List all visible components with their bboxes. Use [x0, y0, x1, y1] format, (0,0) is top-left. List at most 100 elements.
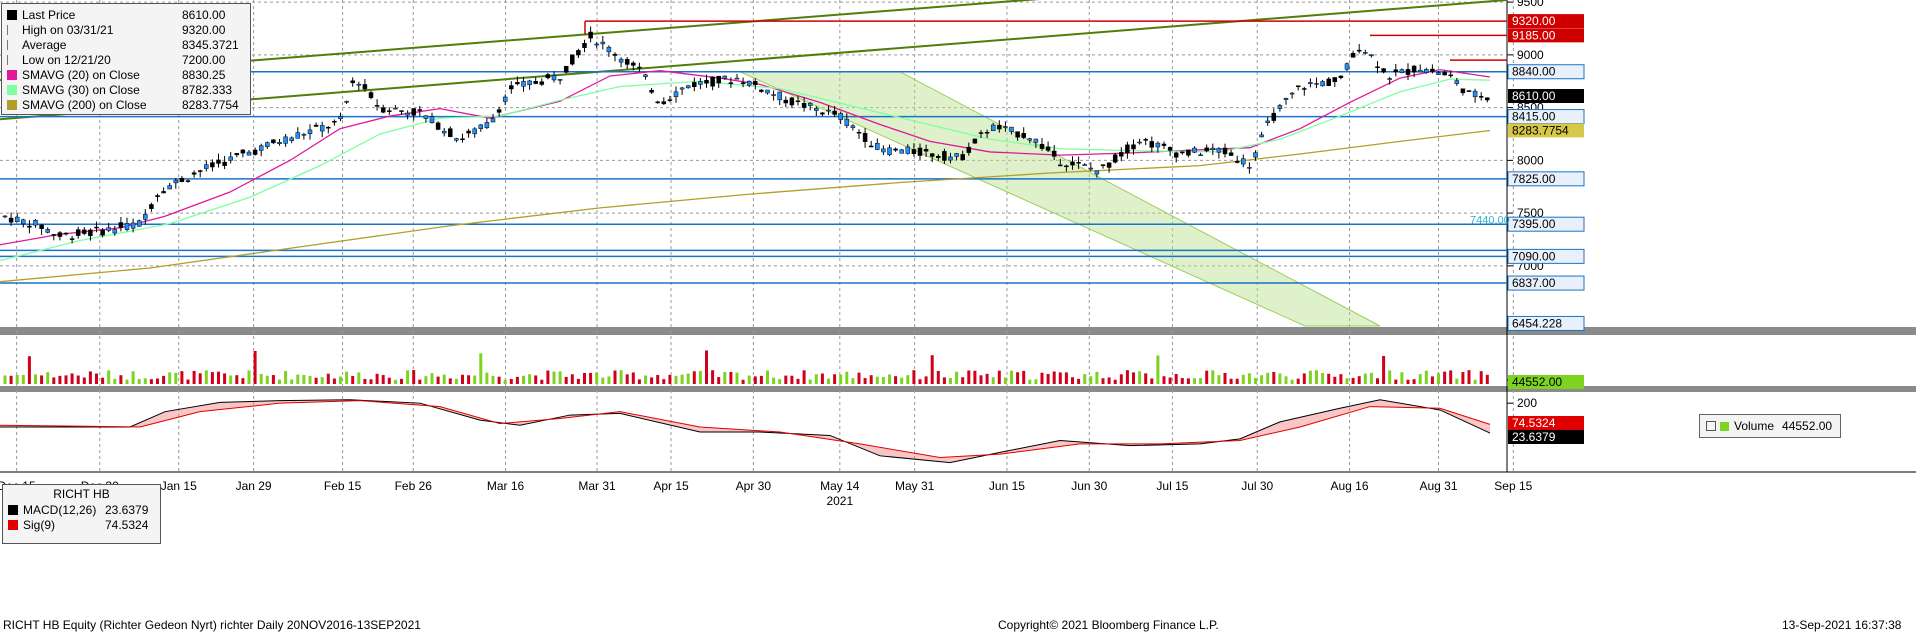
volume-bar: [357, 372, 361, 384]
candle-body: [307, 129, 313, 134]
volume-bar: [1302, 373, 1306, 384]
candle-body: [728, 82, 734, 84]
candle-body: [27, 225, 32, 228]
volume-bar: [137, 378, 141, 384]
candle-body: [1155, 142, 1161, 148]
candle-body: [356, 83, 362, 86]
candle-body: [1320, 81, 1325, 87]
volume-bar: [1449, 370, 1453, 384]
legend-label: Last Price: [22, 7, 76, 22]
legend-swatch: [7, 39, 17, 50]
macd-histogram-fill: [0, 399, 1490, 463]
volume-bar: [875, 376, 879, 384]
volume-bar: [534, 375, 538, 384]
volume-bar: [326, 373, 330, 384]
candle-body: [1253, 152, 1258, 158]
candle-body: [716, 75, 721, 84]
y-tick-label: 9000: [1517, 48, 1544, 62]
volume-bar: [198, 373, 202, 384]
candle-body: [1003, 126, 1008, 128]
legend-value: 8345.3721: [182, 37, 239, 52]
volume-bar: [540, 379, 544, 384]
volume-bar: [1437, 373, 1440, 384]
legend-swatch: [7, 99, 17, 110]
candle-body: [1234, 161, 1240, 163]
candle-body: [191, 172, 197, 175]
volume-bar: [570, 374, 574, 384]
price-label-box: [1508, 276, 1584, 291]
trend-line: [0, 0, 1508, 121]
price-label: 7825.00: [1507, 171, 1585, 187]
candle-body: [1021, 133, 1026, 138]
price-label: 8610.00: [1508, 89, 1584, 104]
volume-bar: [796, 378, 800, 384]
volume-bar: [656, 375, 660, 384]
candle-body: [265, 142, 270, 147]
volume-bar: [9, 375, 13, 384]
legend-swatch: [8, 504, 18, 515]
candle-body: [1149, 141, 1155, 148]
volume-bar: [833, 374, 837, 384]
volume-bar: [741, 379, 745, 384]
volume-bar: [918, 379, 922, 384]
legend-swatch: [7, 24, 17, 35]
volume-bar: [1180, 378, 1184, 384]
candle-body: [289, 137, 294, 141]
x-tick-label: Apr 30: [736, 479, 772, 493]
candle-body: [954, 153, 959, 157]
candle-body: [704, 79, 709, 84]
candle-body: [301, 134, 307, 136]
candle-body: [252, 149, 258, 155]
candle-body: [344, 101, 349, 103]
volume-bar: [1040, 372, 1044, 384]
volume-bar: [1376, 378, 1379, 384]
volume-bar: [1479, 371, 1483, 384]
volume-bar: [1132, 372, 1135, 384]
volume-bar: [680, 374, 684, 384]
volume-bar: [351, 376, 355, 384]
volume-bar: [1168, 377, 1172, 384]
legend-item: SMAVG (30) on Close 8782.333: [2, 82, 250, 97]
candle-body: [759, 89, 764, 92]
candle-body: [710, 76, 715, 87]
volume-bar: [967, 370, 971, 384]
candle-body: [862, 132, 868, 142]
candle-body: [966, 146, 972, 153]
volume-bar: [387, 377, 391, 384]
candle-body: [1137, 141, 1142, 144]
volume-bar: [552, 371, 556, 384]
candle-body: [258, 145, 264, 151]
volume-bar: [637, 379, 641, 384]
candle-body: [423, 115, 429, 119]
candle-body: [850, 125, 856, 128]
volume-bar: [1272, 371, 1276, 384]
macd-legend-value: 23.6379: [105, 502, 149, 517]
volume-bar: [607, 376, 611, 384]
candle-body: [1106, 162, 1112, 168]
candle-body: [1247, 167, 1252, 169]
candle-body: [856, 131, 862, 134]
candle-body: [1259, 134, 1264, 138]
volume-bar: [442, 374, 446, 384]
candle-body: [350, 80, 355, 84]
price-label-text: 7825.00: [1512, 172, 1556, 186]
legend-checkbox[interactable]: [1706, 421, 1716, 431]
volume-bar: [1003, 377, 1007, 384]
candle-body: [1399, 69, 1405, 74]
volume-bar: [631, 372, 635, 384]
volume-bar: [863, 378, 867, 384]
volume-bar: [955, 371, 959, 384]
candle-body: [1478, 96, 1484, 98]
candle-body: [1222, 147, 1228, 155]
volume-swatch: [1720, 421, 1729, 431]
volume-bar: [784, 375, 788, 384]
candle-body: [399, 110, 404, 112]
candle-body: [1411, 65, 1417, 73]
candle-body: [923, 148, 929, 152]
x-tick-label: Jun 30: [1071, 479, 1107, 493]
candle-body: [332, 121, 337, 123]
candle-body: [130, 222, 136, 229]
candle-body: [210, 162, 215, 168]
candle-body: [124, 223, 130, 230]
